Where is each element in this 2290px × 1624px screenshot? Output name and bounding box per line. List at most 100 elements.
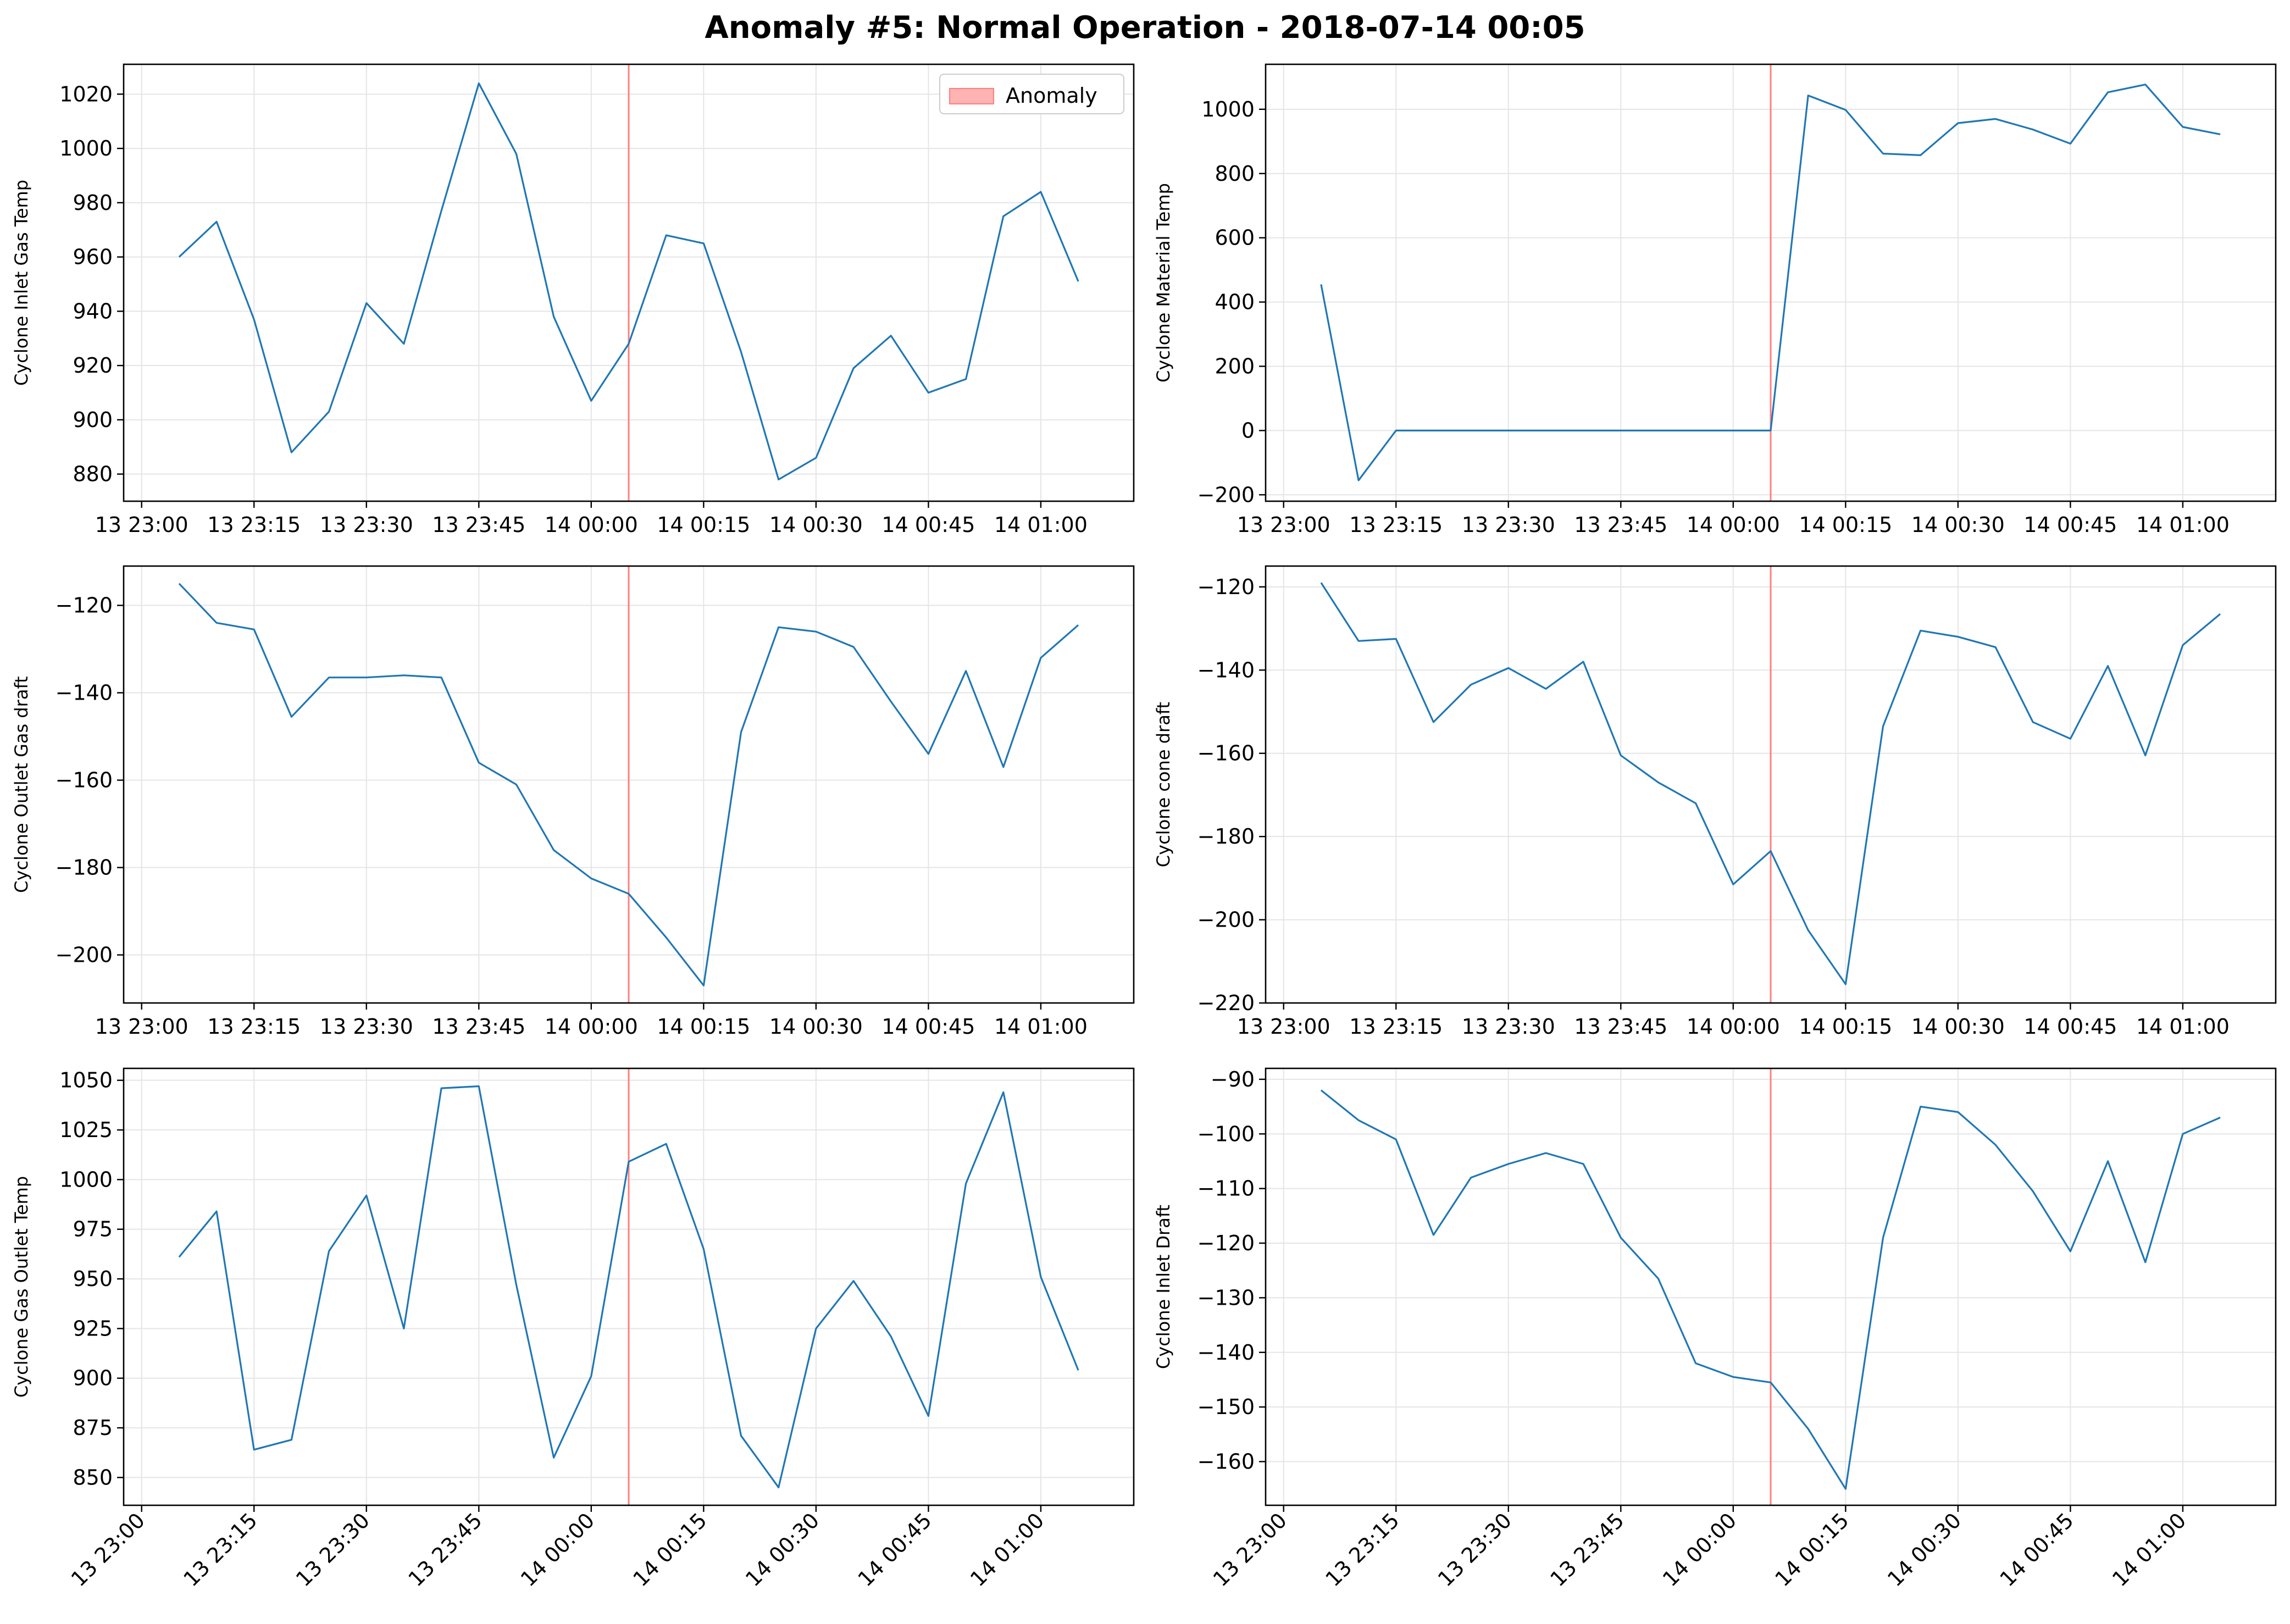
x-tick-label: 14 00:30 <box>1911 513 2005 537</box>
plot-frame <box>123 63 1135 502</box>
plot-frame <box>123 565 1135 1004</box>
y-axis-label: Cyclone Inlet Draft <box>1153 1205 1174 1369</box>
x-tick-label: 13 23:45 <box>1574 513 1667 537</box>
x-tick-label: 14 00:45 <box>881 1015 975 1039</box>
y-tick-label: −160 <box>1197 741 1255 766</box>
x-tick-label: 14 00:15 <box>1770 1508 1853 1591</box>
x-tick-label: 13 23:30 <box>291 1508 374 1591</box>
series-line <box>1320 1089 2221 1490</box>
series-line <box>178 82 1079 481</box>
plot-frame <box>1265 63 2277 502</box>
y-axis-label: Cyclone Inlet Gas Temp <box>11 180 32 386</box>
y-tick-label: −120 <box>56 594 113 618</box>
x-tick-label: 13 23:00 <box>95 1015 188 1039</box>
x-tick-label: 14 00:00 <box>1687 513 1780 537</box>
x-tick-label: 14 00:00 <box>545 513 638 537</box>
y-tick-label: −90 <box>1211 1067 1255 1091</box>
plot-frame <box>123 1067 1135 1506</box>
y-tick-label: 0 <box>1241 418 1255 442</box>
y-tick-label: −110 <box>1197 1177 1255 1201</box>
x-tick-label: 14 00:30 <box>1911 1015 2005 1039</box>
x-tick-label: 13 23:30 <box>320 1015 413 1039</box>
y-tick-label: −130 <box>1197 1285 1255 1310</box>
chart-panel-6: 13 23:00 13 23:15 13 23:30 13 23:45 14 00:00… <box>1153 1067 2277 1592</box>
y-tick-label: −100 <box>1197 1122 1255 1146</box>
y-tick-label: −160 <box>1197 1450 1255 1474</box>
x-tick-label: 14 00:00 <box>545 1015 638 1039</box>
x-tick-label: 14 00:45 <box>881 513 975 537</box>
x-tick-label: 13 23:15 <box>1321 1508 1404 1591</box>
x-tick-label: 14 00:15 <box>657 1015 750 1039</box>
y-tick-label: 950 <box>73 1267 113 1291</box>
x-tick-label: 14 00:00 <box>1687 1015 1780 1039</box>
y-tick-label: 880 <box>73 462 113 486</box>
y-tick-label: 1050 <box>59 1068 113 1093</box>
x-tick-label: 13 23:15 <box>1349 1015 1443 1039</box>
y-tick-label: 1000 <box>59 1167 113 1191</box>
x-tick-label: 14 01:00 <box>2136 513 2230 537</box>
series-line <box>1320 582 2221 985</box>
x-tick-label: 13 23:00 <box>95 513 188 537</box>
y-tick-label: −220 <box>1197 991 1255 1015</box>
y-tick-label: 1000 <box>1201 97 1255 121</box>
x-tick-label: 13 23:00 <box>1208 1508 1291 1591</box>
x-tick-label: 14 00:15 <box>657 513 750 537</box>
x-tick-label: 14 00:30 <box>741 1508 824 1591</box>
plot-frame <box>1265 1067 2277 1506</box>
legend-label: Anomaly <box>1006 84 1097 108</box>
chart-panel-1: 13 23:00 13 23:15 13 23:30 13 23:45 14 00:00… <box>11 63 1135 537</box>
y-tick-label: 875 <box>73 1416 113 1440</box>
y-tick-label: −120 <box>1197 1231 1255 1255</box>
y-tick-label: 925 <box>73 1316 113 1340</box>
y-tick-label: 920 <box>73 353 113 378</box>
x-tick-label: 14 01:00 <box>966 1508 1049 1591</box>
x-tick-label: 13 23:15 <box>1349 513 1443 537</box>
x-tick-label: 14 00:45 <box>2023 513 2117 537</box>
x-tick-label: 13 23:45 <box>403 1508 486 1591</box>
x-tick-label: 13 23:15 <box>207 1015 301 1039</box>
y-tick-label: 400 <box>1215 290 1255 314</box>
x-tick-label: 13 23:15 <box>207 513 301 537</box>
series-line <box>1320 84 2221 481</box>
x-tick-label: 14 00:00 <box>516 1508 599 1591</box>
y-tick-label: 900 <box>73 1366 113 1390</box>
x-tick-label: 14 00:15 <box>1799 513 1892 537</box>
series-line <box>178 583 1079 986</box>
x-tick-label: 14 01:00 <box>994 513 1088 537</box>
x-tick-label: 13 23:45 <box>1545 1508 1628 1591</box>
y-tick-label: −180 <box>1197 824 1255 849</box>
x-tick-label: 14 00:30 <box>769 1015 863 1039</box>
y-tick-label: −150 <box>1197 1395 1255 1419</box>
y-tick-label: −120 <box>1197 575 1255 599</box>
x-tick-label: 13 23:30 <box>320 513 413 537</box>
x-tick-label: 14 00:30 <box>769 513 863 537</box>
y-tick-label: 940 <box>73 299 113 323</box>
x-tick-label: 13 23:00 <box>1237 513 1330 537</box>
y-axis-label: Cyclone Material Temp <box>1153 183 1174 383</box>
x-tick-label: 13 23:45 <box>432 513 525 537</box>
x-tick-label: 14 00:15 <box>1799 1015 1892 1039</box>
y-tick-label: 1025 <box>59 1118 113 1142</box>
x-tick-label: 14 01:00 <box>994 1015 1088 1039</box>
y-tick-label: −200 <box>1197 908 1255 932</box>
figure-title: Anomaly #5: Normal Operation - 2018-07-1… <box>705 10 1585 46</box>
x-tick-label: 13 23:30 <box>1462 513 1555 537</box>
y-tick-label: −140 <box>56 681 113 705</box>
y-tick-label: 800 <box>1215 162 1255 186</box>
x-tick-label: 13 23:15 <box>179 1508 262 1591</box>
chart-panel-3: 13 23:00 13 23:15 13 23:30 13 23:45 14 00:00… <box>11 565 1135 1039</box>
y-tick-label: 1020 <box>59 82 113 106</box>
y-tick-label: −140 <box>1197 1340 1255 1365</box>
y-axis-label: Cyclone Gas Outlet Temp <box>11 1176 32 1398</box>
y-tick-label: −200 <box>56 943 113 967</box>
y-tick-label: 850 <box>73 1465 113 1489</box>
x-tick-label: 14 00:45 <box>853 1508 936 1591</box>
x-tick-label: 13 23:30 <box>1433 1508 1516 1591</box>
y-axis-label: Cyclone cone draft <box>1153 702 1174 867</box>
x-tick-label: 13 23:00 <box>1237 1015 1330 1039</box>
x-tick-label: 13 23:00 <box>66 1508 149 1591</box>
series-line <box>178 1085 1079 1489</box>
chart-panel-2: 13 23:00 13 23:15 13 23:30 13 23:45 14 00:00… <box>1153 63 2277 537</box>
y-tick-label: 200 <box>1215 354 1255 378</box>
